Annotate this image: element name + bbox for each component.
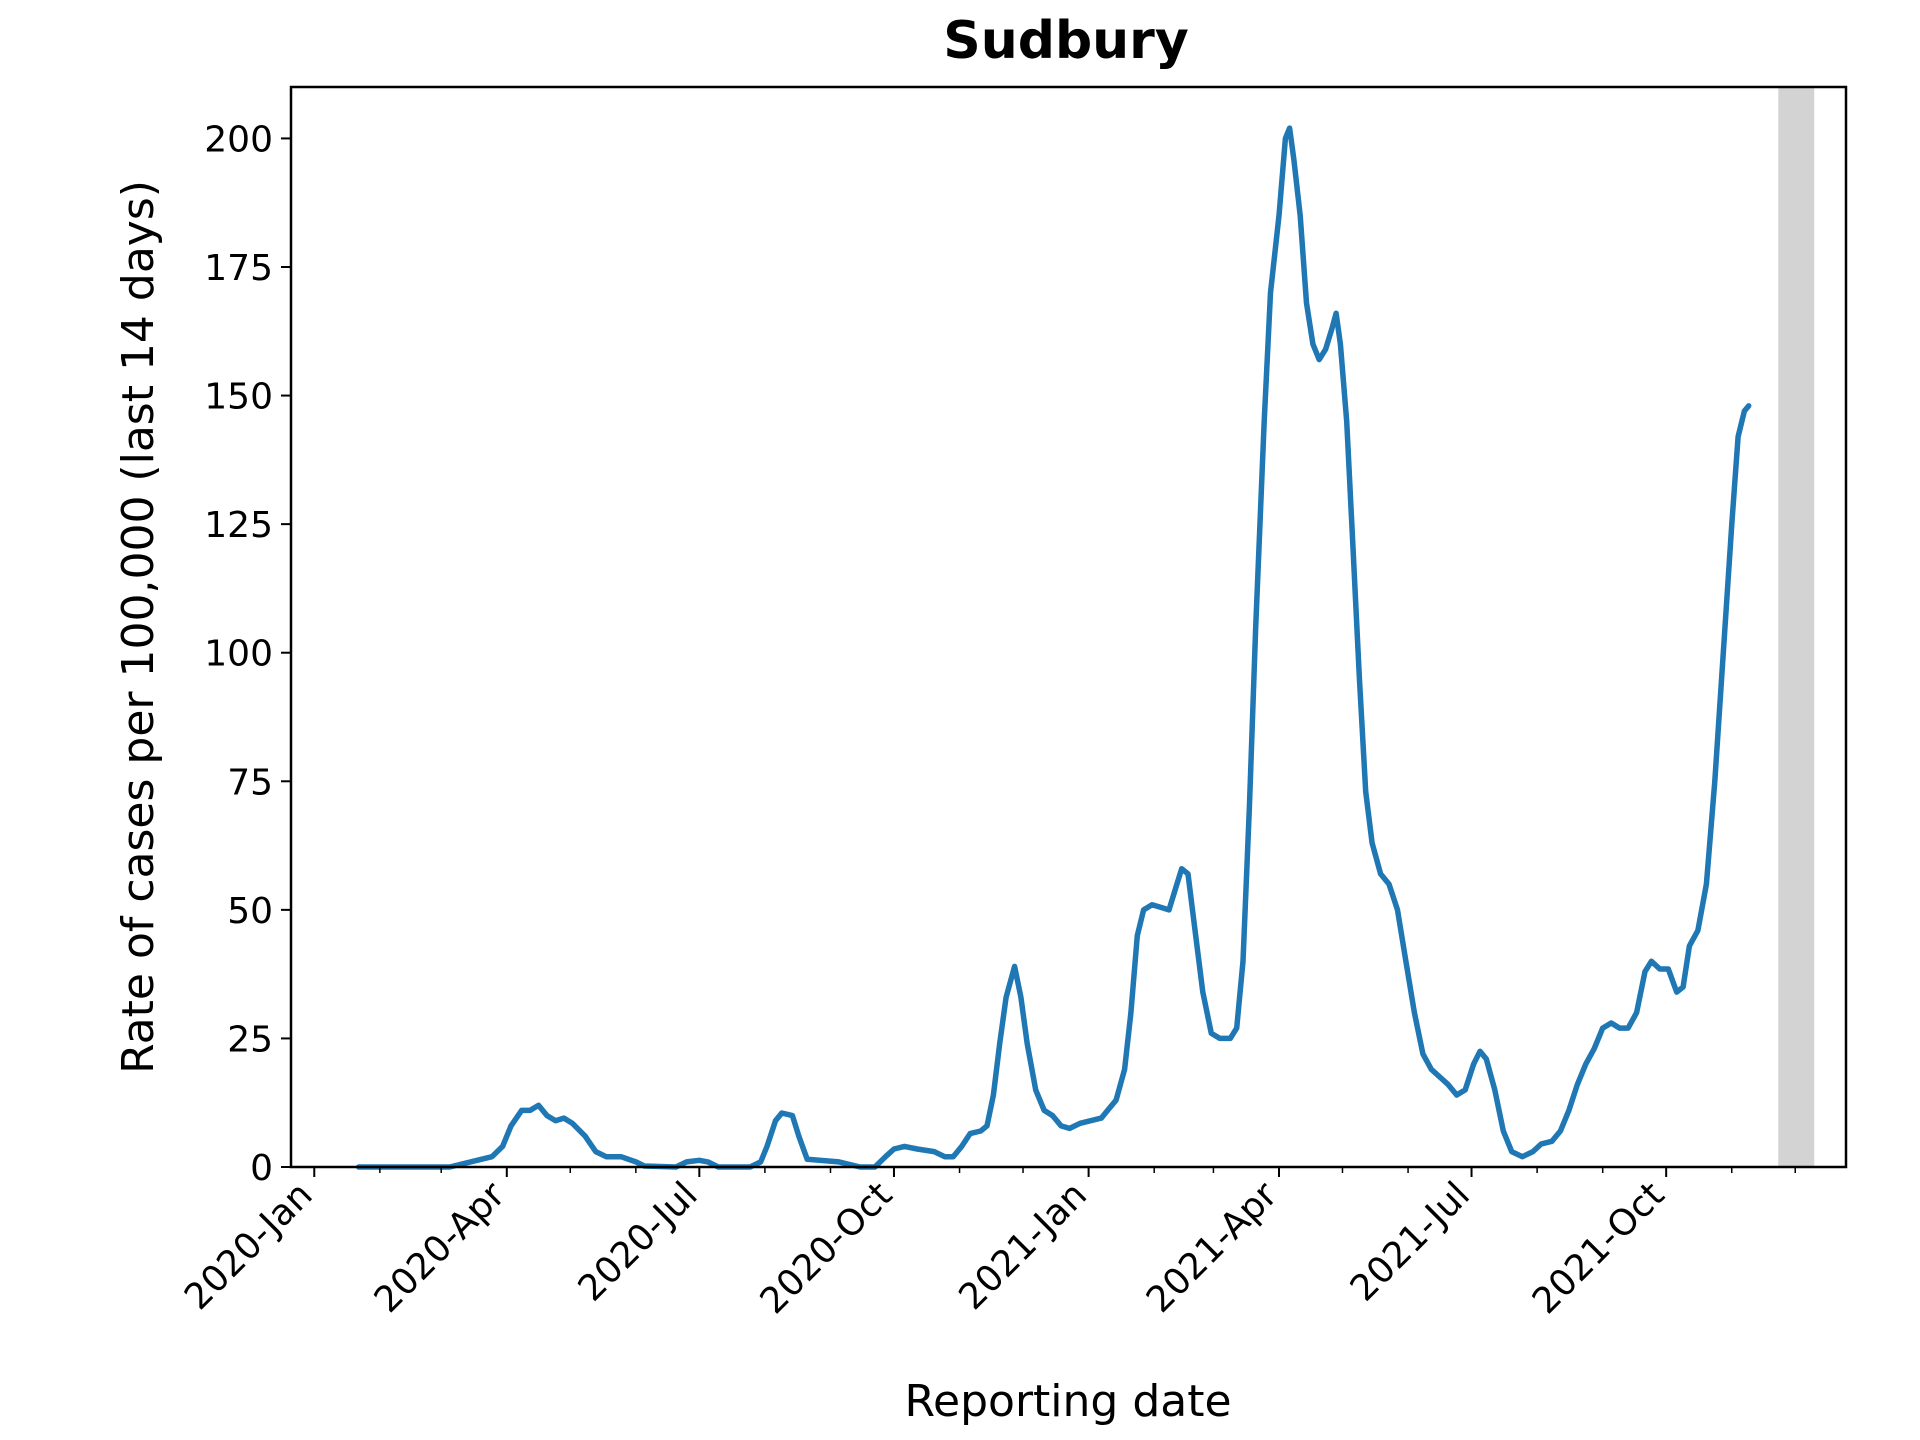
shaded-region — [1778, 87, 1815, 1167]
x-tick-label: 2021-Jul — [1343, 1174, 1478, 1309]
y-tick-label: 200 — [204, 119, 273, 160]
chart-title: Sudbury — [943, 11, 1188, 71]
y-tick-label: 150 — [204, 377, 273, 418]
y-tick-label: 50 — [227, 891, 273, 932]
y-tick-label: 25 — [227, 1019, 273, 1060]
x-tick-label: 2020-Jul — [571, 1174, 706, 1309]
y-tick-label: 0 — [250, 1148, 273, 1189]
y-axis-label: Rate of cases per 100,000 (last 14 days) — [113, 180, 164, 1074]
y-tick-label: 175 — [204, 248, 273, 289]
x-tick-label: 2020-Apr — [367, 1174, 514, 1321]
x-tick-label: 2021-Jan — [951, 1174, 1095, 1318]
series-line-0 — [355, 125, 1752, 1170]
y-tick-label: 125 — [204, 505, 273, 546]
x-tick-label: 2021-Apr — [1139, 1174, 1286, 1321]
x-axis-label: Reporting date — [904, 1376, 1231, 1427]
y-tick-label: 75 — [227, 762, 273, 803]
y-tick-label: 100 — [204, 634, 273, 675]
x-tick-label: 2020-Jan — [177, 1174, 321, 1318]
plot-frame — [289, 85, 1848, 1169]
x-tick-label: 2020-Oct — [753, 1174, 901, 1322]
x-tick-label: 2021-Oct — [1525, 1174, 1673, 1322]
plot-area: 0 25 50 75 100 125 150 175 200 2020-Jan 2020-Apr 20… — [177, 87, 1815, 1322]
